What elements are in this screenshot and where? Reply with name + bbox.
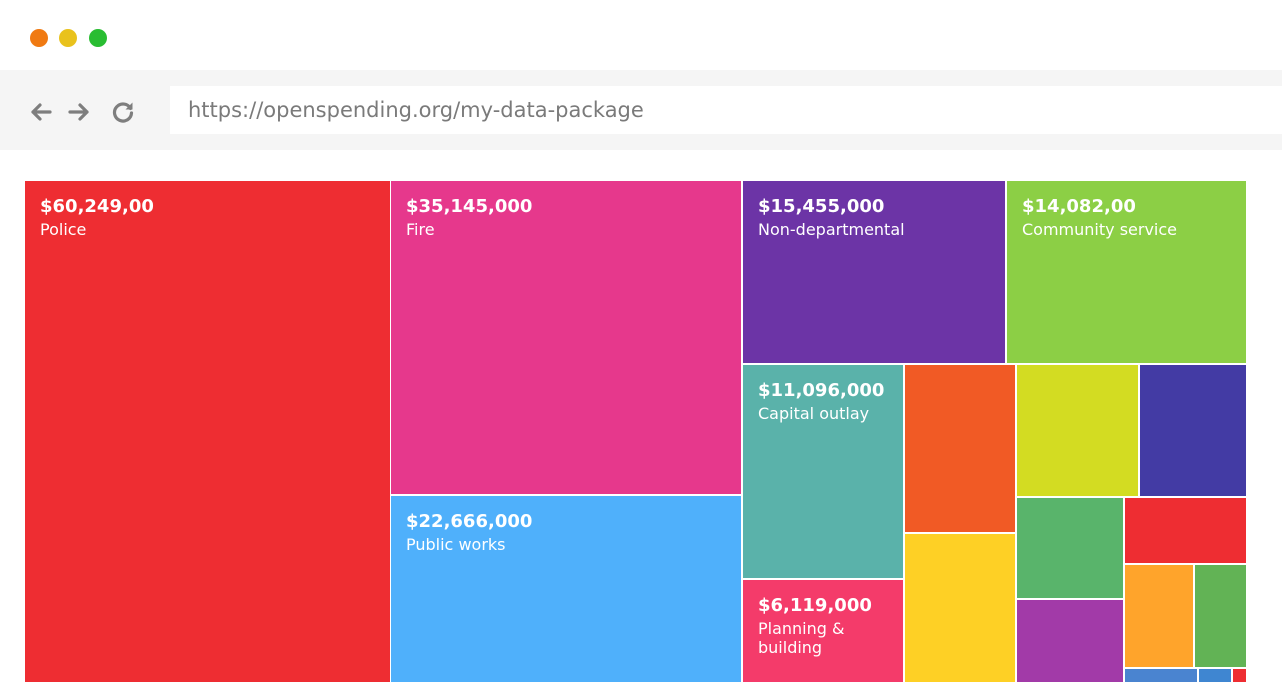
reload-icon — [112, 102, 134, 123]
treemap-tile-public-works[interactable]: $22,666,000 Public works — [391, 496, 741, 682]
tile-amount: $6,119,000 — [758, 595, 872, 616]
tile-label: Planning & building — [758, 619, 845, 657]
tile-label: Fire — [406, 220, 435, 239]
treemap-tile[interactable] — [1017, 498, 1123, 598]
treemap-tile-police[interactable]: $60,249,00 Police — [25, 181, 390, 682]
tile-amount: $11,096,000 — [758, 380, 885, 401]
treemap-tile[interactable] — [1125, 565, 1193, 667]
tile-amount: $22,666,000 — [406, 511, 533, 532]
back-button[interactable] — [28, 99, 54, 125]
close-window-button[interactable] — [30, 29, 48, 47]
treemap-tile[interactable] — [905, 534, 1015, 682]
tile-label: Non-departmental — [758, 220, 905, 239]
treemap-tile[interactable] — [1140, 365, 1246, 496]
treemap-tile-community-service[interactable]: $14,082,00 Community service — [1007, 181, 1246, 363]
tile-label: Capital outlay — [758, 404, 870, 423]
window-titlebar — [0, 0, 1282, 70]
tile-label: Community service — [1022, 220, 1177, 239]
forward-button[interactable] — [66, 99, 92, 125]
treemap-tile[interactable] — [1017, 365, 1138, 496]
budget-treemap: $60,249,00 Police $35,145,000 Fire $22,6… — [0, 150, 1282, 682]
tile-amount: $15,455,000 — [758, 196, 885, 217]
treemap-tile-fire[interactable]: $35,145,000 Fire — [391, 181, 741, 494]
treemap-tile[interactable] — [1125, 669, 1197, 682]
tile-amount: $60,249,00 — [40, 196, 154, 217]
treemap-tile[interactable] — [1017, 600, 1123, 682]
reload-button[interactable] — [110, 99, 136, 125]
address-bar[interactable]: https://openspending.org/my-data-package — [170, 86, 1282, 134]
tile-amount: $35,145,000 — [406, 196, 533, 217]
treemap-tile[interactable] — [905, 365, 1015, 532]
tile-amount: $14,082,00 — [1022, 196, 1136, 217]
treemap-tile[interactable] — [1195, 565, 1246, 667]
minimize-window-button[interactable] — [59, 29, 77, 47]
treemap-tile-non-departmental[interactable]: $15,455,000 Non-departmental — [743, 181, 1005, 363]
treemap-tile[interactable] — [1199, 669, 1231, 682]
arrow-left-icon — [31, 103, 52, 121]
page-content: $60,249,00 Police $35,145,000 Fire $22,6… — [0, 150, 1282, 682]
treemap-tile[interactable] — [1233, 669, 1246, 682]
treemap-tile[interactable] — [1125, 498, 1246, 563]
treemap-tile-capital-outlay[interactable]: $11,096,000 Capital outlay — [743, 365, 903, 578]
tile-label: Police — [40, 220, 87, 239]
tile-label: Public works — [406, 535, 506, 554]
treemap-tile-planning-building[interactable]: $6,119,000 Planning & building — [743, 580, 903, 682]
arrow-right-icon — [68, 103, 89, 121]
maximize-window-button[interactable] — [89, 29, 107, 47]
